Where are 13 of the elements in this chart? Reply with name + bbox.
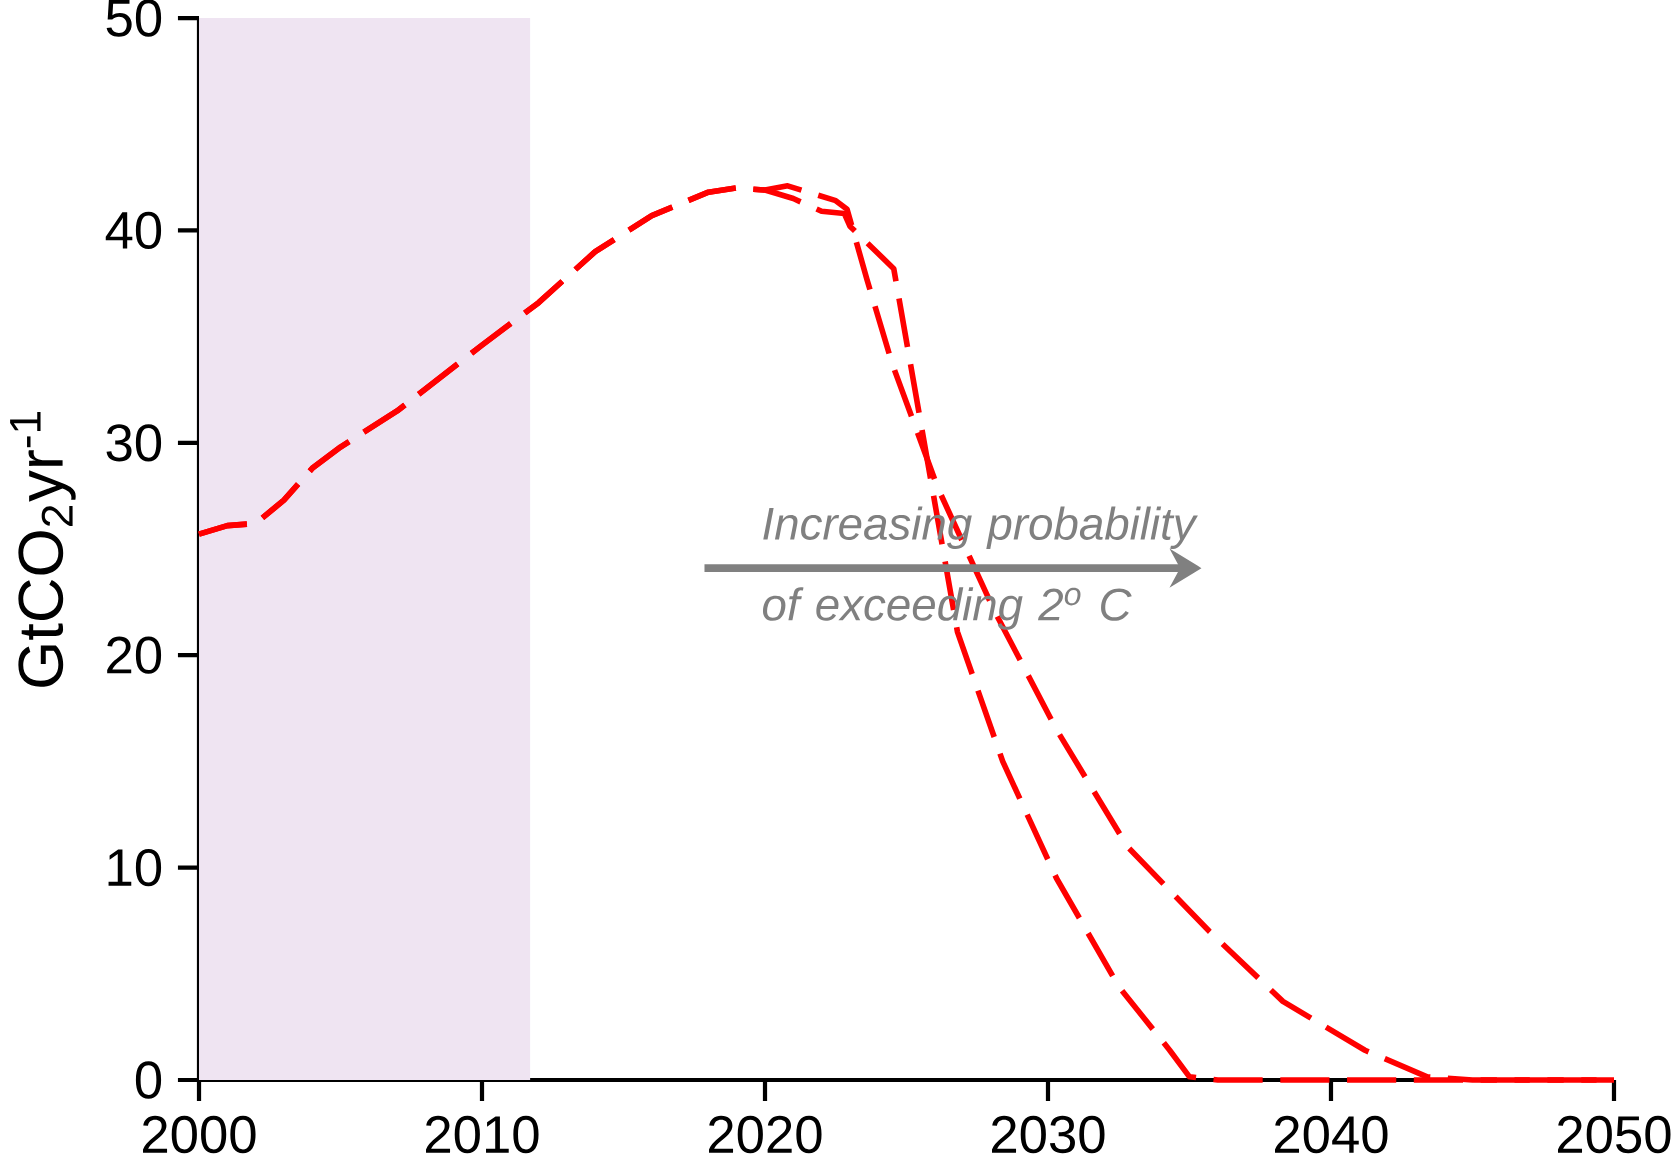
y-tick-label: 40 bbox=[105, 211, 162, 250]
x-tick-label: 2040 bbox=[1275, 1115, 1388, 1154]
x-tick-label: 2030 bbox=[992, 1115, 1105, 1154]
y-tick-label: 0 bbox=[135, 1061, 162, 1099]
x-tick-label: 2050 bbox=[1558, 1115, 1671, 1154]
x-tick-label: 2010 bbox=[426, 1115, 539, 1154]
y-tick-label: 10 bbox=[108, 848, 162, 887]
x-tick-label: 2020 bbox=[709, 1115, 822, 1154]
y-tick-label: 30 bbox=[106, 424, 162, 462]
y-axis-title: GtCO$_{2}$yr$^{-1}$ bbox=[10, 412, 76, 687]
y-tick-label: 50 bbox=[106, 0, 162, 37]
x-tick-label: 2000 bbox=[143, 1115, 256, 1154]
y-tick-label: 20 bbox=[107, 636, 162, 674]
